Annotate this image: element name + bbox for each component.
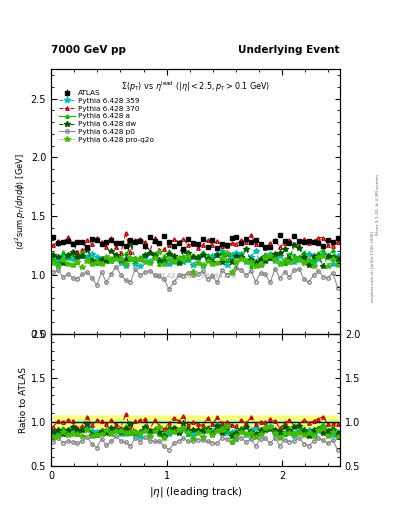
Pythia 6.428 p0 bbox=[114, 264, 118, 270]
Pythia 6.428 p0 bbox=[167, 286, 171, 292]
Pythia 6.428 359 bbox=[147, 258, 152, 264]
Pythia 6.428 pro-q2o bbox=[143, 260, 147, 266]
Pythia 6.428 pro-q2o bbox=[123, 261, 128, 267]
Legend: ATLAS, Pythia 6.428 359, Pythia 6.428 370, Pythia 6.428 a, Pythia 6.428 dw, Pyth: ATLAS, Pythia 6.428 359, Pythia 6.428 37… bbox=[58, 89, 155, 144]
Pythia 6.428 pro-q2o bbox=[335, 262, 340, 268]
Pythia 6.428 359 bbox=[51, 257, 56, 263]
Pythia 6.428 a bbox=[147, 249, 152, 255]
Pythia 6.428 p0 bbox=[147, 267, 152, 273]
Pythia 6.428 370 bbox=[99, 239, 104, 245]
Pythia 6.428 p0 bbox=[128, 279, 133, 285]
Pythia 6.428 a bbox=[229, 256, 234, 262]
Pythia 6.428 dw bbox=[99, 255, 104, 262]
Text: mcplots.cern.ch [arXiv:1306.3436]: mcplots.cern.ch [arXiv:1306.3436] bbox=[371, 231, 375, 302]
Text: ATLAS_2010_S8894728: ATLAS_2010_S8894728 bbox=[154, 272, 237, 279]
Y-axis label: Ratio to ATLAS: Ratio to ATLAS bbox=[19, 367, 28, 433]
Pythia 6.428 a bbox=[133, 258, 138, 264]
Pythia 6.428 359 bbox=[123, 263, 128, 269]
Pythia 6.428 a bbox=[123, 250, 128, 257]
Pythia 6.428 p0 bbox=[335, 285, 340, 291]
Pythia 6.428 dw bbox=[51, 251, 56, 258]
Pythia 6.428 pro-q2o bbox=[99, 261, 104, 267]
Pythia 6.428 359 bbox=[335, 252, 340, 259]
Line: Pythia 6.428 370: Pythia 6.428 370 bbox=[51, 232, 340, 254]
Pythia 6.428 p0 bbox=[51, 269, 56, 275]
Line: Pythia 6.428 pro-q2o: Pythia 6.428 pro-q2o bbox=[51, 249, 340, 275]
Line: Pythia 6.428 p0: Pythia 6.428 p0 bbox=[51, 265, 340, 291]
Pythia 6.428 pro-q2o bbox=[229, 269, 234, 275]
Pythia 6.428 359 bbox=[234, 250, 239, 257]
Pythia 6.428 dw bbox=[123, 255, 128, 262]
Pythia 6.428 dw bbox=[138, 256, 143, 262]
Pythia 6.428 370 bbox=[123, 230, 128, 237]
Pythia 6.428 370 bbox=[152, 236, 157, 242]
Line: Pythia 6.428 dw: Pythia 6.428 dw bbox=[51, 242, 340, 268]
Pythia 6.428 370 bbox=[335, 239, 340, 245]
Pythia 6.428 p0 bbox=[99, 269, 104, 275]
Pythia 6.428 a bbox=[321, 247, 325, 253]
Pythia 6.428 a bbox=[143, 251, 147, 258]
Pythia 6.428 a bbox=[99, 255, 104, 261]
Pythia 6.428 pro-q2o bbox=[147, 260, 152, 266]
Pythia 6.428 359 bbox=[152, 253, 157, 260]
Pythia 6.428 a bbox=[51, 254, 56, 261]
Pythia 6.428 dw bbox=[321, 263, 325, 269]
Pythia 6.428 359 bbox=[133, 261, 138, 267]
Pythia 6.428 370 bbox=[118, 250, 123, 256]
Pythia 6.428 dw bbox=[335, 256, 340, 262]
Line: Pythia 6.428 a: Pythia 6.428 a bbox=[51, 248, 340, 268]
Pythia 6.428 pro-q2o bbox=[239, 257, 244, 263]
Pythia 6.428 370 bbox=[133, 237, 138, 243]
Pythia 6.428 pro-q2o bbox=[133, 256, 138, 262]
Pythia 6.428 a bbox=[335, 257, 340, 263]
Text: Underlying Event: Underlying Event bbox=[239, 45, 340, 55]
Pythia 6.428 370 bbox=[157, 247, 162, 253]
Pythia 6.428 dw bbox=[128, 241, 133, 247]
Pythia 6.428 pro-q2o bbox=[157, 249, 162, 255]
Pythia 6.428 pro-q2o bbox=[51, 261, 56, 267]
Pythia 6.428 359 bbox=[99, 258, 104, 264]
Pythia 6.428 p0 bbox=[152, 272, 157, 278]
Text: $\Sigma(p_\mathrm{T})$ vs $\eta^\mathrm{lead}$ ($|\eta| < 2.5, p_\mathrm{T} > 0.: $\Sigma(p_\mathrm{T})$ vs $\eta^\mathrm{… bbox=[121, 80, 270, 94]
Y-axis label: $\langle d^2 \mathrm{sum}\, p_T/d\eta d\phi \rangle$ [GeV]: $\langle d^2 \mathrm{sum}\, p_T/d\eta d\… bbox=[13, 153, 28, 250]
Pythia 6.428 p0 bbox=[239, 267, 244, 273]
Pythia 6.428 a bbox=[234, 264, 239, 270]
Pythia 6.428 370 bbox=[143, 240, 147, 246]
Text: Rivet 3.1.10, ≥ 3.3M events: Rivet 3.1.10, ≥ 3.3M events bbox=[376, 174, 380, 236]
X-axis label: $|\eta|$ (leading track): $|\eta|$ (leading track) bbox=[149, 485, 242, 499]
Pythia 6.428 359 bbox=[253, 248, 258, 254]
Pythia 6.428 dw bbox=[147, 250, 152, 257]
Pythia 6.428 dw bbox=[152, 252, 157, 258]
Pythia 6.428 370 bbox=[51, 242, 56, 248]
Line: Pythia 6.428 359: Pythia 6.428 359 bbox=[51, 248, 340, 269]
Pythia 6.428 dw bbox=[234, 253, 239, 260]
Pythia 6.428 370 bbox=[239, 237, 244, 243]
Pythia 6.428 359 bbox=[138, 263, 143, 269]
Pythia 6.428 p0 bbox=[138, 272, 143, 278]
Text: 7000 GeV pp: 7000 GeV pp bbox=[51, 45, 126, 55]
